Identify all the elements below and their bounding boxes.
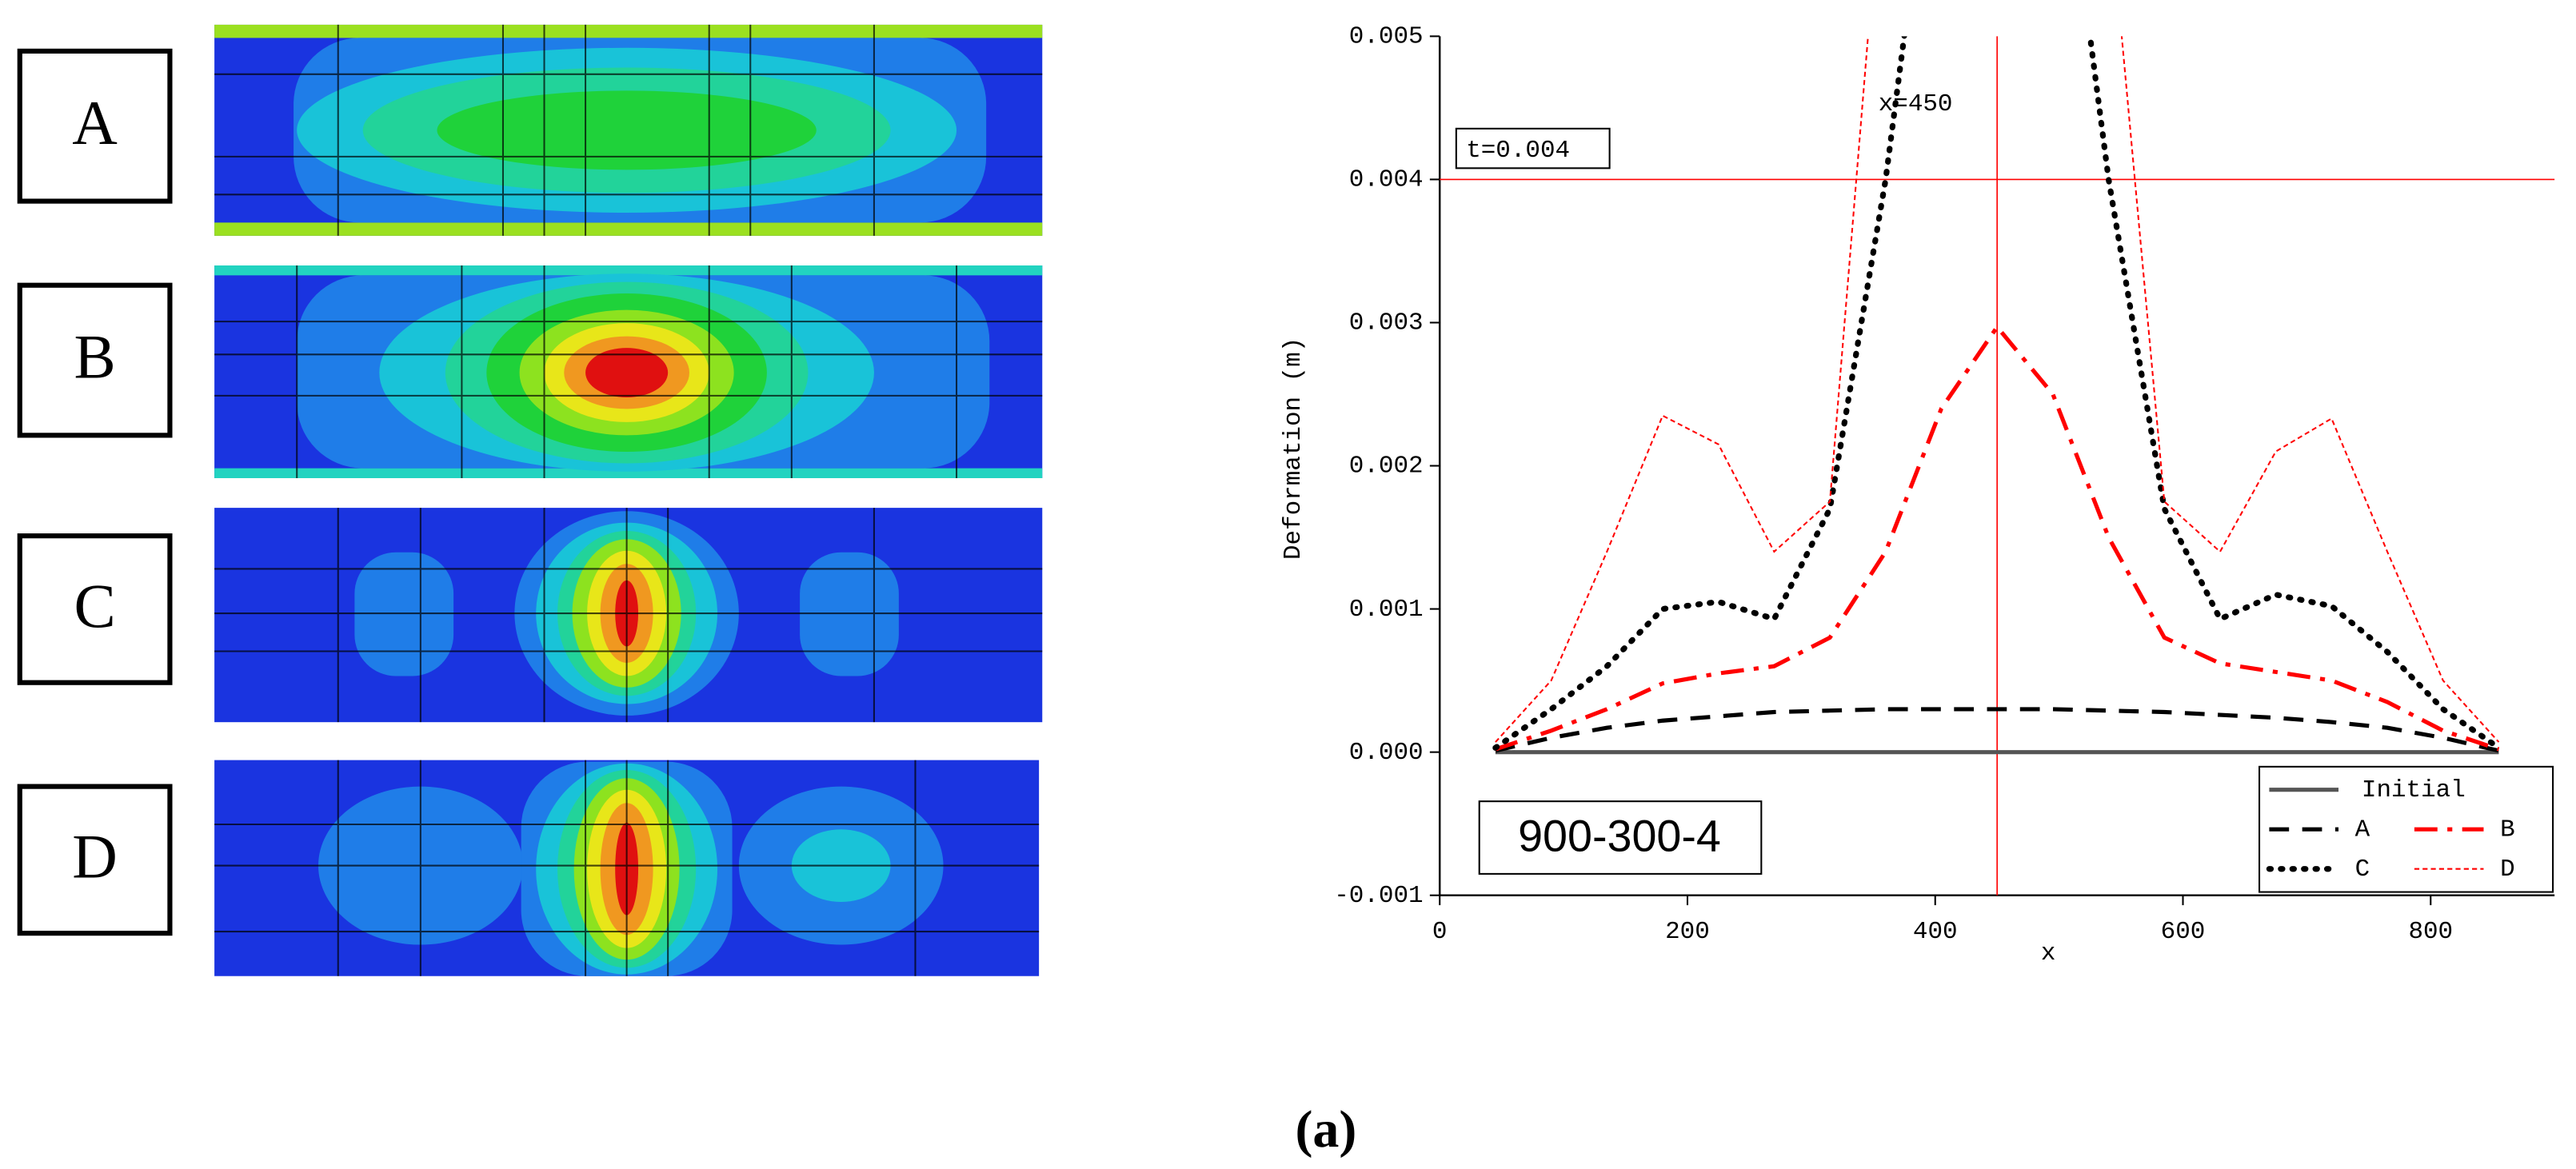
hline-label: t=0.004 xyxy=(1466,137,1570,165)
y-tick-label: 0.005 xyxy=(1349,23,1424,51)
legend-label: C xyxy=(2355,856,2370,884)
panel-label: B xyxy=(74,322,115,392)
y-tick-label: -0.001 xyxy=(1334,882,1423,910)
series-line xyxy=(1495,707,2500,753)
series-line xyxy=(1492,36,2502,751)
contour-d xyxy=(214,760,1040,976)
y-axis-label: Deformation (m) xyxy=(1280,337,1308,560)
case-label-box xyxy=(1478,800,1763,875)
series-group xyxy=(1492,36,2502,755)
y-tick-label: 0.004 xyxy=(1349,166,1424,194)
legend-label: B xyxy=(2500,816,2515,844)
panel-label: C xyxy=(74,571,115,640)
x-tick-label: 800 xyxy=(2408,918,2453,946)
caption: (a) xyxy=(1295,1100,1356,1159)
panel-label: D xyxy=(72,821,118,891)
x-axis-label: x xyxy=(2041,940,2056,968)
panel-label-box xyxy=(17,784,173,936)
legend-label: Initial xyxy=(2362,776,2466,804)
contour-a xyxy=(214,24,1043,236)
y-tick-label: 0.000 xyxy=(1349,739,1424,767)
panel-label: A xyxy=(72,88,118,158)
panel-label-box xyxy=(17,282,173,438)
contour-c xyxy=(214,508,1043,723)
contour-b xyxy=(214,265,1043,478)
legend-label: D xyxy=(2500,856,2515,884)
x-tick-label: 600 xyxy=(2161,918,2206,946)
legend-label: A xyxy=(2355,816,2370,844)
hline-label-box xyxy=(1455,127,1611,170)
y-tick-label: 0.002 xyxy=(1349,453,1424,481)
y-tick-label: 0.003 xyxy=(1349,309,1424,337)
y-tick-label: 0.001 xyxy=(1349,596,1424,624)
x-tick-label: 400 xyxy=(1913,918,1958,946)
x-tick-label: 0 xyxy=(1432,918,1448,946)
vline-label: x=450 xyxy=(1879,90,1953,118)
x-tick-label: 200 xyxy=(1665,918,1710,946)
case-label: 900-300-4 xyxy=(1518,811,1721,860)
panel-label-box xyxy=(17,48,173,204)
series-line xyxy=(1495,323,2500,752)
panel-label-box xyxy=(17,533,173,685)
